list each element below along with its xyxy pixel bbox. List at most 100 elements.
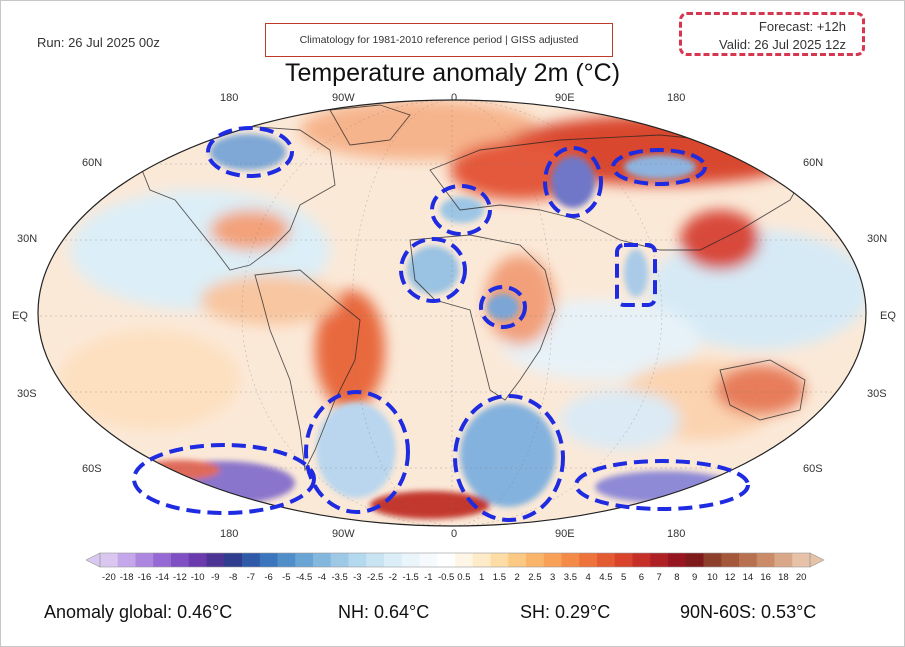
colorbar-swatch xyxy=(295,553,314,567)
colorbar-swatch xyxy=(774,553,793,567)
colorbar-swatch xyxy=(792,553,811,567)
colorbar-swatch xyxy=(685,553,704,567)
colorbar-tick-label: -16 xyxy=(137,572,152,583)
annotation-ellipse xyxy=(574,459,750,511)
lat-label-right: EQ xyxy=(880,310,896,322)
colorbar-swatch xyxy=(508,553,527,567)
colorbar-swatch xyxy=(135,553,154,567)
colorbar-tick-label: -4.5 xyxy=(295,572,313,583)
colorbar-tick-label: -12 xyxy=(173,572,187,583)
colorbar-swatch xyxy=(206,553,225,567)
colorbar-min-arrow xyxy=(85,552,101,568)
colorbar-tick-label: -1.5 xyxy=(402,572,419,583)
colorbar-tick-label: 20 xyxy=(795,572,807,583)
colorbar-tick-label: -0.5 xyxy=(437,572,455,583)
colorbar-max-arrow xyxy=(809,552,825,568)
colorbar-tick-label: -10 xyxy=(190,572,205,583)
colorbar-swatch xyxy=(756,553,775,567)
colorbar-swatch xyxy=(597,553,616,567)
annotation-rectangle xyxy=(615,243,657,307)
colorbar-tick-label: -7 xyxy=(246,572,256,583)
colorbar-swatch xyxy=(579,553,598,567)
colorbar-swatch xyxy=(242,553,261,567)
colorbar-swatch xyxy=(171,553,190,567)
colorbar-swatch xyxy=(259,553,278,567)
colorbar-tick-label: 7 xyxy=(656,572,662,583)
colorbar-tick-label: 14 xyxy=(742,572,754,583)
colorbar-tick-label: 1 xyxy=(478,572,485,583)
colorbar-tick-label: -20 xyxy=(102,572,116,583)
lat-label-right: 60N xyxy=(803,157,824,169)
colorbar-swatch xyxy=(153,553,172,567)
annotation-ellipse xyxy=(611,148,707,186)
map-title: Temperature anomaly 2m (°C) xyxy=(284,59,621,87)
climatology-box: Climatology for 1981-2010 reference peri… xyxy=(265,23,613,57)
colorbar-tick-label: 8 xyxy=(674,572,680,583)
annotation-ellipse xyxy=(479,285,527,329)
colorbar-swatch xyxy=(490,553,509,567)
colorbar-swatch xyxy=(455,553,474,567)
colorbar-swatch xyxy=(348,553,367,567)
lon-label-bottom: 90W xyxy=(332,528,355,540)
colorbar-swatch xyxy=(721,553,740,567)
colorbar-tick-label: -4 xyxy=(317,572,327,583)
colorbar-tick-label: 4 xyxy=(585,572,591,583)
colorbar-border xyxy=(99,552,811,568)
lat-label-left: 60N xyxy=(82,157,103,169)
lat-label-right: 60S xyxy=(803,463,823,475)
colorbar-swatch xyxy=(437,553,456,567)
colorbar-tick-label: -3 xyxy=(353,572,362,583)
colorbar-swatch xyxy=(561,553,580,567)
colorbar-swatch xyxy=(703,553,722,567)
colorbar-tick-label: -6 xyxy=(264,572,273,583)
valid-label: Valid: 26 Jul 2025 12z xyxy=(719,37,846,52)
lat-label-right: 30N xyxy=(867,233,888,245)
annotations xyxy=(132,126,750,522)
lon-label-top: 90E xyxy=(555,92,575,104)
colorbar-tick-label: 3 xyxy=(549,572,556,583)
lon-label-bottom: 90E xyxy=(555,528,575,540)
colorbar-swatch xyxy=(401,553,420,567)
colorbar-swatch xyxy=(188,553,207,567)
lat-label-left: 60S xyxy=(82,463,102,475)
colorbar-tick-label: 2.5 xyxy=(528,572,542,583)
globe-outline xyxy=(37,99,867,527)
colorbar-tick-label: -2.5 xyxy=(366,572,384,583)
colorbar-tick-label: 10 xyxy=(707,572,718,583)
colorbar-swatch xyxy=(614,553,633,567)
colorbar-tick-label: 4.5 xyxy=(599,572,613,583)
colorbar-tick-label: 6 xyxy=(638,572,645,583)
lon-label-top: 90W xyxy=(332,92,355,104)
lat-label-left: 30S xyxy=(17,388,37,400)
colorbar-tick-label: 9 xyxy=(691,572,698,583)
colorbar-swatch xyxy=(650,553,669,567)
stat-global: Anomaly global: 0.46°C xyxy=(44,602,233,622)
colorbar-tick-label: -3.5 xyxy=(331,572,348,583)
colorbar-tick-label: -9 xyxy=(211,572,220,583)
colorbar-tick-label: 0.5 xyxy=(457,572,471,583)
run-label: Run: 26 Jul 2025 00z xyxy=(37,35,160,50)
colorbar-tick-label: 16 xyxy=(760,572,771,583)
colorbar-tick-label: -14 xyxy=(155,572,169,583)
lon-label-top: 180 xyxy=(220,92,239,104)
colorbar-swatch xyxy=(277,553,296,567)
colorbar-swatch xyxy=(543,553,562,567)
colorbar-tick-label: 5 xyxy=(620,572,627,583)
colorbar-swatch xyxy=(224,553,243,567)
lon-label-bottom: 0 xyxy=(451,528,458,540)
colorbar-tick-label: -1 xyxy=(424,572,433,583)
colorbar-swatch xyxy=(117,553,136,567)
stat-sh: SH: 0.29°C xyxy=(520,602,611,622)
colorbar xyxy=(85,552,825,568)
colorbar-swatch xyxy=(739,553,758,567)
colorbar-tick-label: -5 xyxy=(282,572,291,583)
lat-label-left: EQ xyxy=(12,310,28,322)
annotation-ellipse xyxy=(543,146,603,218)
colorbar-tick-label: 3.5 xyxy=(563,572,577,583)
forecast-box: Forecast: +12h Valid: 26 Jul 2025 12z xyxy=(679,12,865,56)
colorbar-swatch xyxy=(366,553,385,567)
lon-label-top: 0 xyxy=(451,92,458,104)
climatology-label: Climatology for 1981-2010 reference peri… xyxy=(299,34,579,46)
lat-label-right: 30S xyxy=(867,388,887,400)
colorbar-swatch xyxy=(313,553,332,567)
